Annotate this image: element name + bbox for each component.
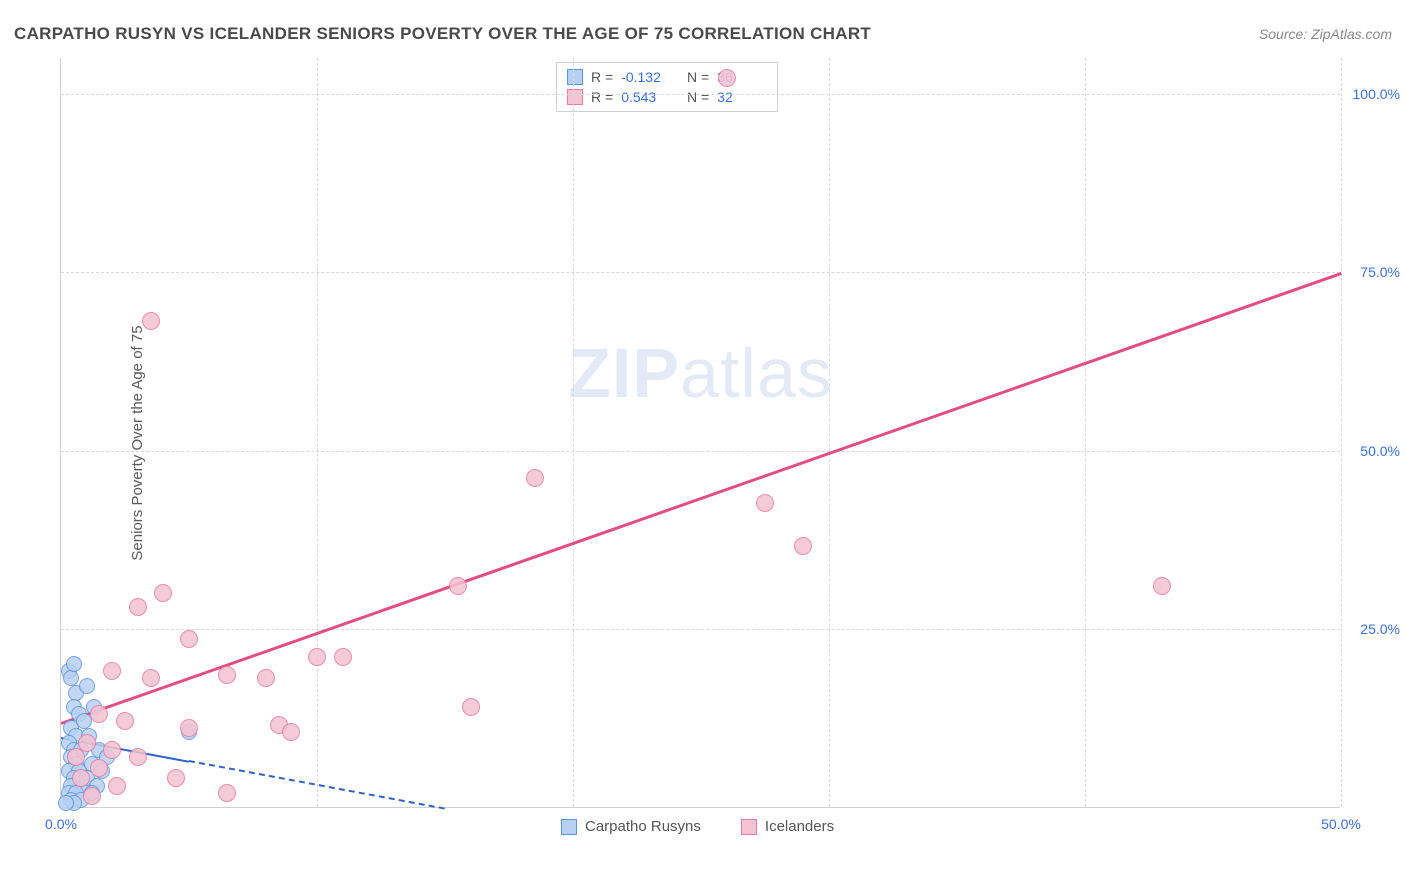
legend-item: Carpatho Rusyns <box>561 818 701 835</box>
stat-n-label: N = <box>679 89 709 105</box>
gridline-vertical <box>573 58 574 807</box>
gridline-horizontal <box>61 629 1340 630</box>
gridline-horizontal <box>61 272 1340 273</box>
data-point <box>526 469 544 487</box>
data-point <box>83 787 101 805</box>
data-point <box>66 656 82 672</box>
chart-area: Seniors Poverty Over the Age of 75 ZIPat… <box>50 58 1380 828</box>
data-point <box>449 577 467 595</box>
chart-header: CARPATHO RUSYN VS ICELANDER SENIORS POVE… <box>14 24 1392 44</box>
x-tick-label: 0.0% <box>45 816 77 832</box>
data-point <box>180 630 198 648</box>
data-point <box>142 312 160 330</box>
stat-r-label: R = <box>591 69 613 85</box>
data-point <box>116 712 134 730</box>
x-tick-label: 50.0% <box>1321 816 1361 832</box>
legend-item: Icelanders <box>741 818 834 835</box>
data-point <box>129 748 147 766</box>
data-point <box>308 648 326 666</box>
data-point <box>154 584 172 602</box>
stats-row: R = 0.543 N = 32 <box>567 87 767 107</box>
data-point <box>90 705 108 723</box>
source-attribution: Source: ZipAtlas.com <box>1259 26 1392 42</box>
data-point <box>180 719 198 737</box>
correlation-stats-box: R = -0.132 N = 36R = 0.543 N = 32 <box>556 62 778 112</box>
legend-label: Icelanders <box>765 818 834 835</box>
data-point <box>282 723 300 741</box>
y-tick-label: 100.0% <box>1353 86 1400 102</box>
y-tick-label: 75.0% <box>1360 264 1400 280</box>
data-point <box>129 598 147 616</box>
legend-swatch <box>741 819 757 835</box>
trend-line <box>61 272 1342 724</box>
chart-title: CARPATHO RUSYN VS ICELANDER SENIORS POVE… <box>14 24 871 44</box>
data-point <box>108 777 126 795</box>
data-point <box>103 741 121 759</box>
y-tick-label: 50.0% <box>1360 443 1400 459</box>
gridline-horizontal <box>61 94 1340 95</box>
data-point <box>79 678 95 694</box>
gridline-vertical <box>829 58 830 807</box>
legend-label: Carpatho Rusyns <box>585 818 701 835</box>
data-point <box>1153 577 1171 595</box>
data-point <box>756 494 774 512</box>
data-point <box>257 669 275 687</box>
series-swatch <box>567 69 583 85</box>
data-point <box>103 662 121 680</box>
gridline-vertical <box>1085 58 1086 807</box>
data-point <box>167 769 185 787</box>
scatter-plot: ZIPatlas R = -0.132 N = 36R = 0.543 N = … <box>60 58 1340 808</box>
stat-r-value: 0.543 <box>621 89 671 105</box>
stat-r-label: R = <box>591 89 613 105</box>
data-point <box>718 69 736 87</box>
series-legend: Carpatho Rusyns Icelanders <box>561 818 834 835</box>
gridline-vertical <box>1341 58 1342 807</box>
stat-n-label: N = <box>679 69 709 85</box>
watermark: ZIPatlas <box>568 333 833 413</box>
stat-n-value: 32 <box>717 89 767 105</box>
y-tick-label: 25.0% <box>1360 621 1400 637</box>
legend-swatch <box>561 819 577 835</box>
data-point <box>218 666 236 684</box>
data-point <box>462 698 480 716</box>
data-point <box>67 748 85 766</box>
data-point <box>218 784 236 802</box>
stats-row: R = -0.132 N = 36 <box>567 67 767 87</box>
gridline-vertical <box>317 58 318 807</box>
data-point <box>142 669 160 687</box>
gridline-horizontal <box>61 451 1340 452</box>
data-point <box>794 537 812 555</box>
series-swatch <box>567 89 583 105</box>
data-point <box>58 795 74 811</box>
data-point <box>90 759 108 777</box>
data-point <box>334 648 352 666</box>
stat-r-value: -0.132 <box>621 69 671 85</box>
data-point <box>72 769 90 787</box>
